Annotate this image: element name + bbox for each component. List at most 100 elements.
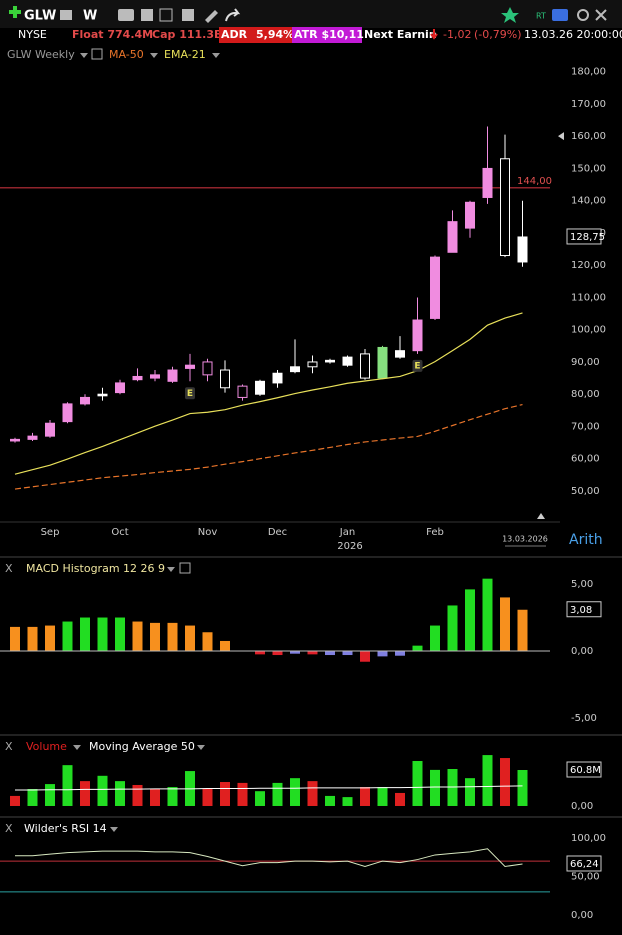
candle-body — [325, 359, 335, 363]
toolbar — [0, 0, 622, 28]
interval[interactable]: W — [83, 9, 97, 24]
adr-label: ADR — [221, 28, 248, 41]
dropdown[interactable] — [197, 745, 205, 750]
y-tick-label: 5,00 — [571, 579, 593, 590]
panel-title: MACD Histogram 12 26 9 — [26, 562, 165, 575]
candle-body — [62, 403, 73, 423]
icon[interactable] — [179, 562, 191, 574]
y-tick-label: 0,00 — [571, 801, 593, 812]
dropdown[interactable] — [150, 53, 158, 58]
panel-close[interactable]: X — [5, 562, 13, 575]
bar — [167, 787, 178, 806]
icon[interactable] — [595, 9, 607, 21]
legend-item: Volume — [26, 740, 67, 753]
scroll-icon[interactable] — [537, 513, 545, 519]
event-label: E — [187, 389, 193, 399]
y-tick-label: 140,00 — [571, 196, 606, 207]
icon[interactable] — [118, 9, 134, 21]
scale-mode[interactable]: Arith — [569, 532, 603, 548]
bar — [412, 761, 423, 806]
add-icon[interactable] — [9, 6, 21, 18]
candle-body — [307, 361, 318, 368]
candle-body — [430, 256, 440, 319]
next-earnings: Next Earnin — [364, 28, 437, 41]
icon[interactable] — [225, 8, 241, 22]
bar — [447, 605, 458, 652]
last-value-label: 128,75 — [570, 232, 605, 243]
dropdown[interactable] — [73, 745, 81, 750]
bar — [360, 651, 370, 662]
dropdown[interactable] — [110, 827, 118, 832]
y-tick-label: 180,00 — [571, 67, 606, 78]
bar — [395, 792, 405, 806]
bar — [27, 626, 38, 652]
candle-body — [132, 375, 143, 381]
bar — [482, 755, 493, 806]
chart-title: GLW Weekly — [7, 48, 75, 61]
legend-item: MA-50 — [109, 48, 144, 61]
y-tick-label: 100,00 — [571, 833, 606, 844]
dropdown[interactable] — [80, 53, 88, 58]
y-tick-label: 0,00 — [571, 910, 593, 921]
symbol[interactable]: GLW — [24, 9, 56, 24]
last-value-box — [566, 601, 602, 618]
icon[interactable] — [182, 9, 194, 21]
y-tick-label: 80,00 — [571, 389, 600, 400]
y-tick-label: 50,00 — [571, 872, 600, 883]
x-tick-label: Sep — [41, 527, 60, 538]
bar — [255, 791, 265, 806]
bar — [412, 645, 423, 652]
candle-body — [27, 435, 38, 440]
icon[interactable] — [552, 9, 568, 21]
legend-item: Wilder's RSI 14 — [24, 822, 107, 835]
last-date: 13.03.2026 — [502, 535, 548, 544]
dropdown[interactable] — [212, 53, 220, 58]
exchange: NYSE — [18, 28, 47, 41]
icon[interactable] — [91, 48, 103, 60]
icon[interactable] — [159, 8, 173, 22]
icon[interactable] — [60, 10, 72, 20]
line-series — [15, 785, 523, 791]
change-pct: (-0,79%) — [474, 28, 522, 41]
bar — [45, 625, 55, 652]
bar — [500, 597, 510, 652]
y-tick-label: 50,00 — [571, 486, 600, 497]
bar — [10, 626, 20, 652]
icon[interactable] — [205, 10, 218, 23]
bar — [517, 609, 528, 652]
bar — [500, 758, 510, 806]
atr-badge — [292, 27, 362, 43]
bar — [185, 625, 195, 652]
y-tick-label: 70,00 — [571, 421, 600, 432]
y-tick-label: 60,00 — [571, 454, 600, 465]
y-tick-label: 170,00 — [571, 99, 606, 110]
bar — [220, 782, 230, 806]
bar — [237, 782, 248, 806]
bar — [290, 651, 300, 654]
bar — [80, 781, 90, 806]
icon[interactable] — [141, 9, 153, 21]
atr: ATR $10,11 — [294, 28, 364, 41]
panel-close[interactable]: X — [5, 740, 13, 753]
star-icon[interactable] — [501, 7, 519, 23]
bar — [430, 769, 440, 806]
candle-body — [360, 353, 370, 379]
rt-label[interactable]: RT — [536, 12, 546, 21]
y-tick-label: 110,00 — [571, 292, 606, 303]
bar — [325, 795, 335, 806]
bar — [395, 651, 405, 656]
last-value-pointer — [558, 132, 564, 141]
plots: 180,00170,00160,00150,00140,00130,00120,… — [0, 67, 606, 921]
event-label: E — [414, 361, 420, 371]
candle-body — [290, 366, 300, 373]
icon[interactable] — [577, 9, 589, 21]
candle-body — [377, 346, 388, 379]
panel-close[interactable]: X — [5, 822, 13, 835]
candle-body — [412, 319, 423, 352]
y-tick-label: 90,00 — [571, 357, 600, 368]
x-tick-label: Jan — [339, 527, 355, 538]
candle-body — [237, 385, 248, 398]
dropdown[interactable] — [167, 567, 175, 572]
candle-body — [167, 369, 178, 382]
